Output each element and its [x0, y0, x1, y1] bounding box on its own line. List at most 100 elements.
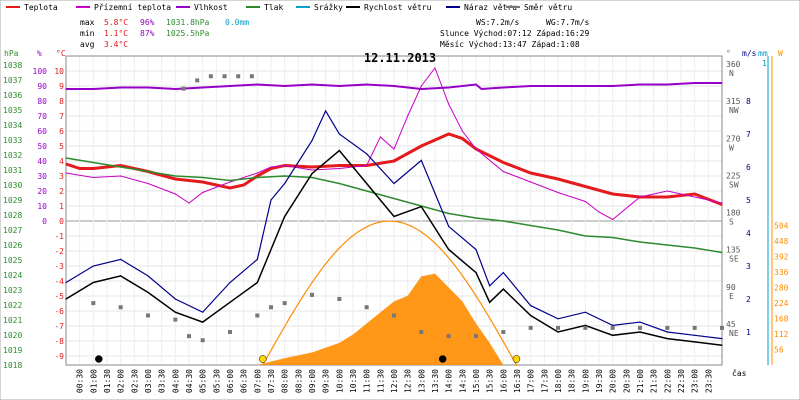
series-line-2	[66, 82, 722, 91]
series-point-2	[530, 85, 532, 87]
series-point-5	[120, 258, 122, 260]
wind-direction-point	[269, 305, 273, 310]
series-point-4	[65, 298, 67, 300]
axis-w-tick: 336	[774, 268, 789, 277]
series-line-0	[65, 132, 723, 206]
info-wg: WG:7.7m/s	[546, 18, 590, 27]
stats-min-temp: 1.1°C	[104, 29, 128, 38]
axis-ms-tick: 8	[746, 97, 751, 106]
axis-x-tick: 18:30	[568, 369, 577, 393]
stats-min-label: min	[80, 29, 95, 38]
wind-direction-point	[255, 313, 260, 318]
series-point-4	[229, 301, 231, 303]
axis-ms-tick: 2	[746, 295, 751, 304]
solar-area	[257, 220, 518, 367]
axis-x-tick: 17:00	[527, 369, 536, 393]
series-point-2	[557, 85, 559, 87]
legend-label-2: Vlhkost	[194, 3, 228, 12]
axis-dir-tick: 270	[726, 134, 741, 143]
series-point-0	[666, 196, 668, 198]
axis-x-tick: 21:00	[636, 369, 645, 393]
axis-w-tick: 280	[774, 284, 789, 293]
series-point-3	[393, 197, 395, 200]
axis-x-tick: 02:30	[130, 369, 139, 393]
axis-x-tick: 10:00	[335, 369, 344, 393]
axis-x-tick: 14:30	[458, 369, 467, 393]
series-point-2	[475, 83, 477, 86]
series-point-2	[92, 88, 94, 90]
info-sun: Slunce Východ:07:12 Západ:16:29	[440, 29, 589, 38]
series-point-4	[502, 288, 504, 290]
axis-hpa-tick: 1024	[3, 271, 22, 280]
series-point-1	[188, 202, 190, 204]
series-point-1	[407, 115, 409, 117]
axis-dir-tick: 180	[726, 209, 741, 218]
axis-pct-tick: 70	[37, 112, 47, 121]
series-point-0	[557, 178, 559, 180]
series-point-4	[489, 301, 491, 303]
axis-c-tick: 4	[59, 157, 64, 166]
wind-direction-point	[228, 330, 232, 334]
axis-pct-tick: 10	[37, 202, 47, 211]
axis-w-tick: 224	[774, 299, 789, 308]
axis-w-tick: 392	[774, 253, 789, 262]
stats-max-label: max	[80, 18, 95, 27]
info-moon: Měsíc Východ:13:47 Západ:1:08	[440, 40, 580, 49]
stats-min-press: 1025.5hPa	[166, 29, 210, 38]
series-point-0	[584, 185, 586, 188]
axis-hpa-tick: 1036	[3, 91, 22, 100]
series-point-3	[284, 175, 286, 177]
axis-hpa-tick: 1030	[3, 181, 22, 190]
axis-x-tick: 00:30	[76, 369, 85, 393]
axis-x-tick: 20:30	[622, 369, 631, 393]
series-point-4	[721, 344, 723, 346]
axis-pct-tick: 40	[37, 157, 47, 166]
series-point-1	[530, 181, 532, 183]
series-point-2	[694, 82, 696, 84]
series-point-1	[174, 193, 176, 195]
axis-c-tick: -5	[54, 292, 64, 301]
series-point-3	[639, 241, 641, 243]
series-point-3	[475, 217, 477, 219]
series-point-4	[639, 331, 641, 333]
axis-dir-name: SE	[729, 255, 739, 264]
series-point-5	[721, 338, 723, 340]
series-point-5	[311, 140, 313, 142]
axis-c-tick: -8	[54, 337, 64, 346]
series-point-3	[256, 176, 258, 179]
series-point-2	[666, 83, 668, 86]
series-point-0	[243, 184, 245, 186]
series-point-3	[202, 176, 204, 179]
legend-label-6: Náraz větru	[464, 3, 517, 12]
series-point-5	[694, 334, 696, 336]
series-point-5	[92, 265, 94, 267]
axis-dir-tick: 360	[726, 60, 741, 69]
axis-hpa-tick: 1035	[3, 106, 22, 115]
solar-radiation-area	[257, 273, 504, 365]
axis-c-tick: 5	[59, 142, 64, 151]
legend-label-4: Srážky	[314, 3, 343, 12]
legend-label-5: Rychlost větru	[364, 3, 432, 12]
legend-label-0: Teplota	[24, 3, 58, 12]
wind-direction-point	[181, 86, 186, 91]
wind-direction-point	[310, 292, 314, 297]
series-point-1	[502, 170, 504, 173]
wind-direction-point	[200, 338, 205, 343]
axis-x-tick: 12:00	[390, 369, 399, 393]
wind-direction-point	[118, 305, 123, 310]
series-point-2	[174, 88, 176, 90]
series-point-5	[475, 248, 477, 251]
axis-hpa-tick: 1019	[3, 346, 22, 355]
axis-x-tick: 03:00	[144, 369, 153, 393]
series-point-5	[147, 275, 149, 277]
series-point-5	[666, 331, 668, 333]
axis-x-tick: 02:00	[117, 369, 126, 393]
series-point-2	[120, 86, 122, 89]
series-point-3	[120, 166, 122, 168]
axis-c-tick: -3	[54, 262, 64, 271]
series-point-1	[475, 148, 477, 150]
marker-moonrise	[438, 355, 447, 363]
axis-c-tick: 9	[59, 82, 64, 91]
marker-moon-set	[95, 355, 103, 363]
axis-hpa-tick: 1037	[3, 76, 22, 85]
